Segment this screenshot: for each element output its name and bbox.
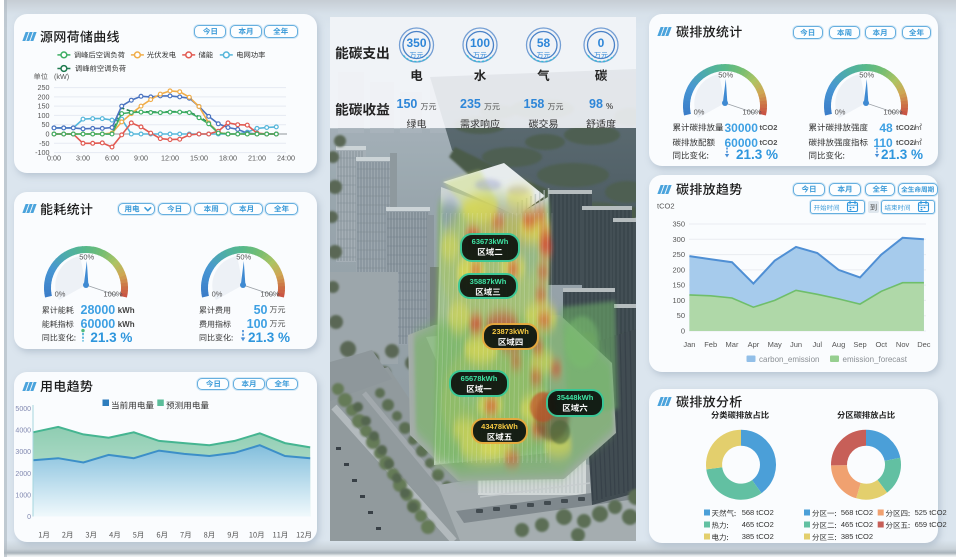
svg-text:6:00: 6:00 <box>105 154 119 163</box>
svg-text:May: May <box>768 340 782 349</box>
svg-text:300: 300 <box>672 235 685 244</box>
svg-text:200: 200 <box>672 265 685 274</box>
svg-text:Apr: Apr <box>748 340 760 349</box>
svg-text:100%: 100% <box>103 290 123 299</box>
svg-text:-100: -100 <box>35 148 49 157</box>
svg-text:0%: 0% <box>694 108 705 117</box>
svg-text:Jul: Jul <box>813 340 823 349</box>
svg-text:50: 50 <box>42 120 50 129</box>
svg-text:0%: 0% <box>212 290 223 299</box>
svg-text:0: 0 <box>681 327 685 336</box>
svg-text:150: 150 <box>38 102 50 111</box>
svg-text:9:00: 9:00 <box>134 154 148 163</box>
svg-text:5000: 5000 <box>15 406 31 413</box>
svg-text:12:00: 12:00 <box>161 154 179 163</box>
svg-text:Dec: Dec <box>917 340 931 349</box>
svg-text:100%: 100% <box>883 108 903 117</box>
svg-text:100%: 100% <box>742 108 762 117</box>
svg-text:100: 100 <box>38 111 50 120</box>
svg-text:3:00: 3:00 <box>76 154 90 163</box>
svg-text:350: 350 <box>672 220 685 229</box>
svg-text:Oct: Oct <box>875 340 888 349</box>
svg-text:0: 0 <box>46 130 50 139</box>
svg-text:0%: 0% <box>55 290 66 299</box>
svg-text:15:00: 15:00 <box>190 154 208 163</box>
svg-text:carbon_emission: carbon_emission <box>759 355 819 364</box>
svg-text:-50: -50 <box>39 139 49 148</box>
svg-text:Jun: Jun <box>790 340 802 349</box>
svg-text:2000: 2000 <box>15 471 31 478</box>
svg-text:50%: 50% <box>236 253 251 262</box>
svg-text:0:00: 0:00 <box>47 154 61 163</box>
svg-text:200: 200 <box>38 92 50 101</box>
svg-text:emission_forecast: emission_forecast <box>843 355 908 364</box>
svg-text:21:00: 21:00 <box>248 154 266 163</box>
svg-text:Sep: Sep <box>853 340 866 349</box>
svg-text:1000: 1000 <box>15 492 31 499</box>
svg-text:Aug: Aug <box>832 340 845 349</box>
svg-text:Nov: Nov <box>896 340 910 349</box>
svg-text:150: 150 <box>672 281 685 290</box>
svg-text:100: 100 <box>672 296 685 305</box>
svg-text:250: 250 <box>672 250 685 259</box>
svg-text:Mar: Mar <box>726 340 739 349</box>
svg-text:Jan: Jan <box>683 340 695 349</box>
svg-text:50%: 50% <box>79 253 94 262</box>
svg-text:Feb: Feb <box>704 340 717 349</box>
svg-text:100%: 100% <box>260 290 280 299</box>
svg-text:50: 50 <box>677 311 685 320</box>
svg-text:24:00: 24:00 <box>277 154 295 163</box>
svg-text:4000: 4000 <box>15 428 31 435</box>
svg-text:50%: 50% <box>859 71 874 80</box>
svg-text:18:00: 18:00 <box>219 154 237 163</box>
svg-text:tCO2: tCO2 <box>657 202 675 211</box>
svg-text:3000: 3000 <box>15 449 31 456</box>
svg-text:250: 250 <box>38 83 50 92</box>
svg-text:50%: 50% <box>718 71 733 80</box>
svg-text:0%: 0% <box>835 108 846 117</box>
svg-text:0: 0 <box>27 514 31 521</box>
